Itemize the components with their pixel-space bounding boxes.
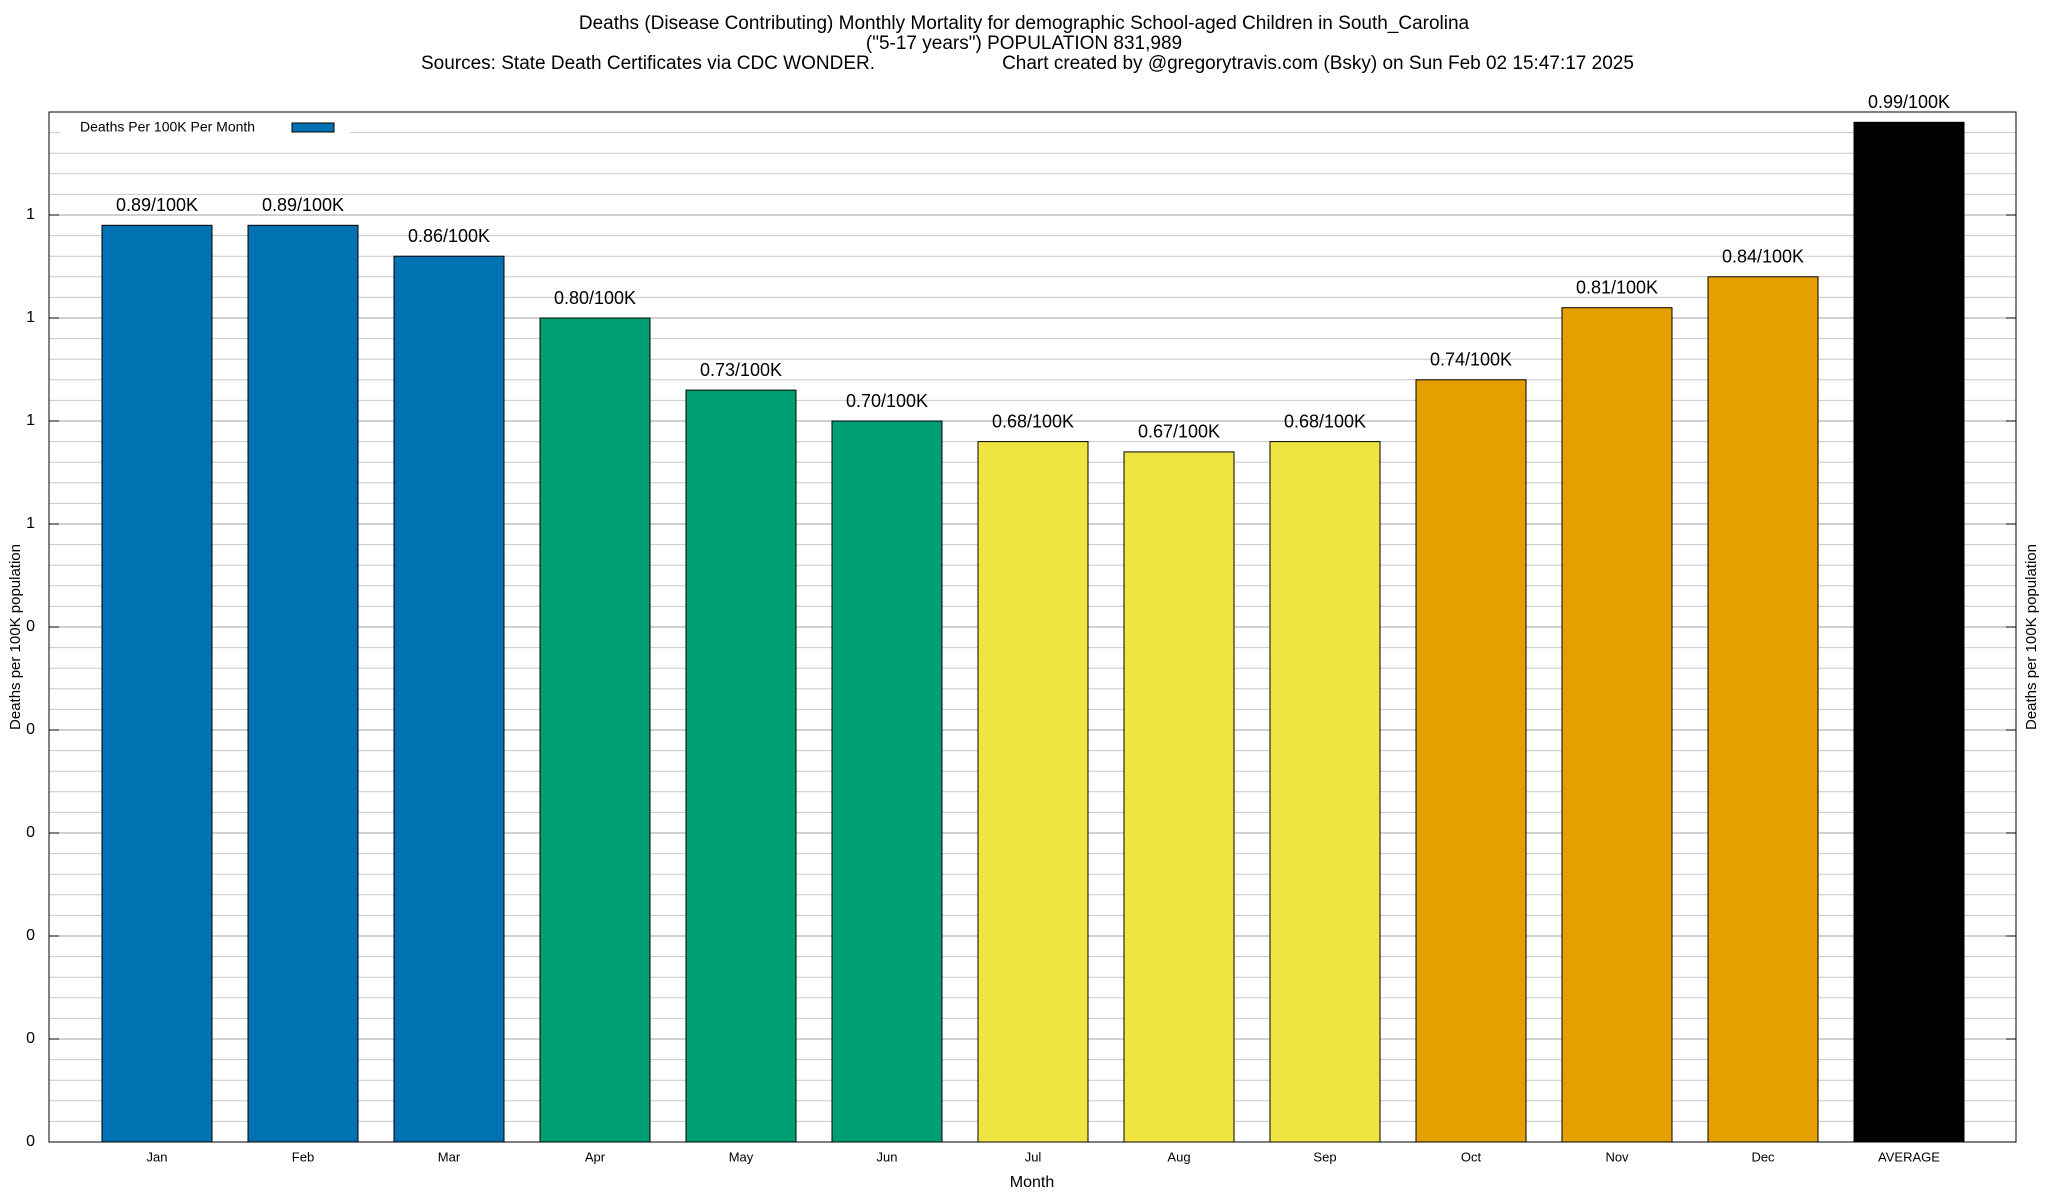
bar bbox=[1707, 276, 1819, 1143]
chart-title: Deaths (Disease Contributing) Monthly Mo… bbox=[579, 13, 1470, 34]
value-label: 0.80/100K bbox=[554, 288, 636, 308]
y-tick-label: 0 bbox=[26, 1133, 35, 1150]
bar bbox=[393, 255, 505, 1143]
bar bbox=[247, 224, 359, 1143]
value-label: 0.86/100K bbox=[408, 226, 490, 246]
x-tick-label: Dec bbox=[1751, 1149, 1775, 1164]
y-axis-label: Deaths per 100K population bbox=[7, 544, 24, 730]
chart-subtitle: ("5-17 years") POPULATION 831,989 bbox=[866, 33, 1182, 54]
bar bbox=[977, 441, 1089, 1143]
x-tick-label: Feb bbox=[292, 1149, 314, 1164]
y2-axis-label: Deaths per 100K population bbox=[2023, 544, 2040, 730]
x-tick-label: May bbox=[729, 1149, 754, 1164]
x-tick-label: Mar bbox=[438, 1149, 461, 1164]
bar bbox=[1853, 121, 1965, 1143]
value-label: 0.99/100K bbox=[1868, 92, 1950, 112]
value-label: 0.84/100K bbox=[1722, 247, 1804, 267]
value-label: 0.68/100K bbox=[1284, 411, 1366, 431]
y-tick-label: 1 bbox=[26, 309, 35, 326]
x-tick-label: Aug bbox=[1167, 1149, 1190, 1164]
y-tick-label: 1 bbox=[26, 412, 35, 429]
y-tick-label: 1 bbox=[26, 206, 35, 223]
value-label: 0.89/100K bbox=[116, 195, 198, 215]
value-label: 0.68/100K bbox=[992, 411, 1074, 431]
x-tick-label: Sep bbox=[1313, 1149, 1336, 1164]
y-tick-label: 0 bbox=[26, 721, 35, 738]
x-tick-label: Apr bbox=[585, 1149, 606, 1164]
value-label: 0.67/100K bbox=[1138, 422, 1220, 442]
value-label: 0.74/100K bbox=[1430, 350, 1512, 370]
bar bbox=[1123, 451, 1235, 1143]
x-axis-label: Month bbox=[1010, 1174, 1054, 1191]
legend-swatch bbox=[291, 122, 335, 133]
bar bbox=[1561, 307, 1673, 1143]
sources: Sources: State Death Certificates via CD… bbox=[421, 53, 875, 74]
bar bbox=[1269, 441, 1381, 1143]
bar bbox=[831, 420, 943, 1143]
x-tick-label: Jun bbox=[877, 1149, 898, 1164]
y-tick-label: 0 bbox=[26, 927, 35, 944]
value-label: 0.70/100K bbox=[846, 391, 928, 411]
x-tick-label: Oct bbox=[1461, 1149, 1482, 1164]
y-tick-label: 0 bbox=[26, 824, 35, 841]
bar bbox=[539, 317, 651, 1143]
value-label: 0.81/100K bbox=[1576, 277, 1658, 297]
x-tick-label: Jan bbox=[147, 1149, 168, 1164]
x-tick-label: AVERAGE bbox=[1878, 1149, 1940, 1164]
credit: Chart created by @gregorytravis.com (Bsk… bbox=[1002, 53, 1634, 74]
legend-label: Deaths Per 100K Per Month bbox=[80, 119, 255, 135]
x-tick-label: Jul bbox=[1025, 1149, 1042, 1164]
y-tick-label: 1 bbox=[26, 515, 35, 532]
bar bbox=[1415, 379, 1527, 1143]
y-tick-label: 0 bbox=[26, 1030, 35, 1047]
bar bbox=[685, 389, 797, 1143]
bar bbox=[101, 224, 213, 1143]
y-tick-label: 0 bbox=[26, 618, 35, 635]
value-label: 0.73/100K bbox=[700, 360, 782, 380]
x-tick-label: Nov bbox=[1605, 1149, 1629, 1164]
plot-frame bbox=[48, 111, 2017, 1143]
value-label: 0.89/100K bbox=[262, 195, 344, 215]
